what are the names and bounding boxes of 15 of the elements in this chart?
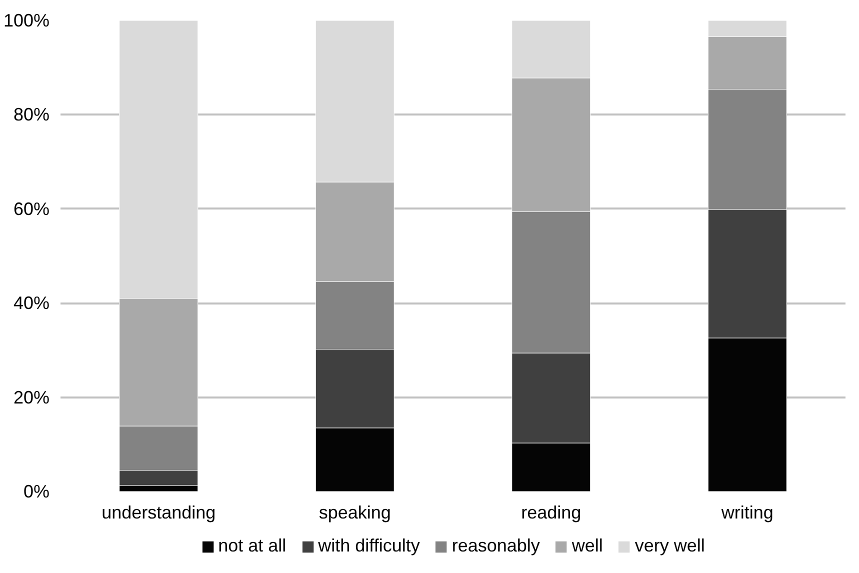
y-tick-label: 100% (3, 10, 50, 30)
legend-label: reasonably (452, 536, 540, 556)
y-tick-label: 60% (13, 198, 50, 219)
x-tick-label: speaking (318, 502, 391, 522)
y-tick-label: 80% (13, 104, 50, 125)
x-tick-label: understanding (102, 502, 216, 522)
y-tick-label: 0% (23, 482, 50, 502)
legend-label: with difficulty (318, 536, 420, 556)
x-tick-label: reading (521, 502, 582, 522)
y-tick-label: 40% (13, 293, 50, 314)
legend-label: very well (634, 536, 705, 556)
y-tick-label: 20% (13, 387, 50, 408)
x-tick-label: writing (720, 502, 774, 522)
legend-label: well (572, 536, 603, 556)
legend-label: not at all (218, 536, 286, 556)
